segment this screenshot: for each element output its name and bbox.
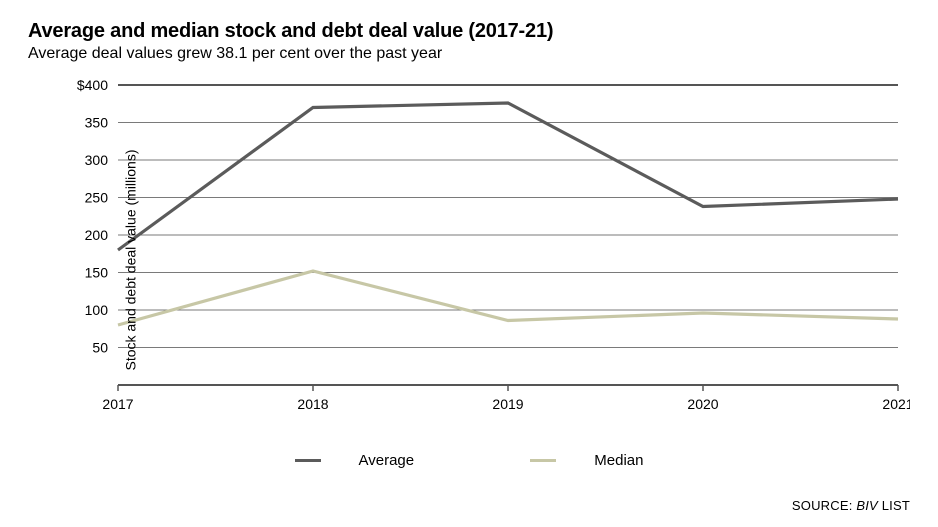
svg-text:2017: 2017 (102, 396, 133, 412)
legend-swatch-median (530, 459, 556, 462)
legend-swatch-average (295, 459, 321, 462)
svg-text:100: 100 (85, 302, 109, 318)
source-italic: BIV (856, 498, 878, 513)
chart-container: Stock and debt deal value (millions) 50 1… (28, 75, 910, 445)
chart-legend: Average Median (28, 449, 910, 469)
svg-text:300: 300 (85, 152, 109, 168)
legend-label-average: Average (359, 452, 415, 469)
legend-item-median: Median (502, 452, 671, 469)
source-prefix: SOURCE: (792, 498, 856, 513)
source-credit: SOURCE: BIV LIST (792, 498, 910, 513)
source-suffix: LIST (878, 498, 910, 513)
svg-text:2018: 2018 (297, 396, 328, 412)
svg-text:200: 200 (85, 227, 109, 243)
line-chart: 50 100 150 200 250 300 350 $400 2017 2018 2019 2020… (28, 75, 910, 445)
y-axis-label: Stock and debt deal value (millions) (123, 149, 139, 370)
svg-text:2021: 2021 (882, 396, 910, 412)
svg-text:$400: $400 (77, 77, 108, 93)
svg-text:350: 350 (85, 115, 109, 131)
legend-label-median: Median (594, 452, 643, 469)
chart-title: Average and median stock and debt deal v… (28, 20, 910, 43)
svg-text:150: 150 (85, 265, 109, 281)
svg-text:2019: 2019 (492, 396, 523, 412)
legend-item-average: Average (267, 452, 443, 469)
svg-text:50: 50 (92, 340, 108, 356)
svg-text:2020: 2020 (687, 396, 718, 412)
svg-text:250: 250 (85, 190, 109, 206)
chart-subtitle: Average deal values grew 38.1 per cent o… (28, 45, 910, 63)
